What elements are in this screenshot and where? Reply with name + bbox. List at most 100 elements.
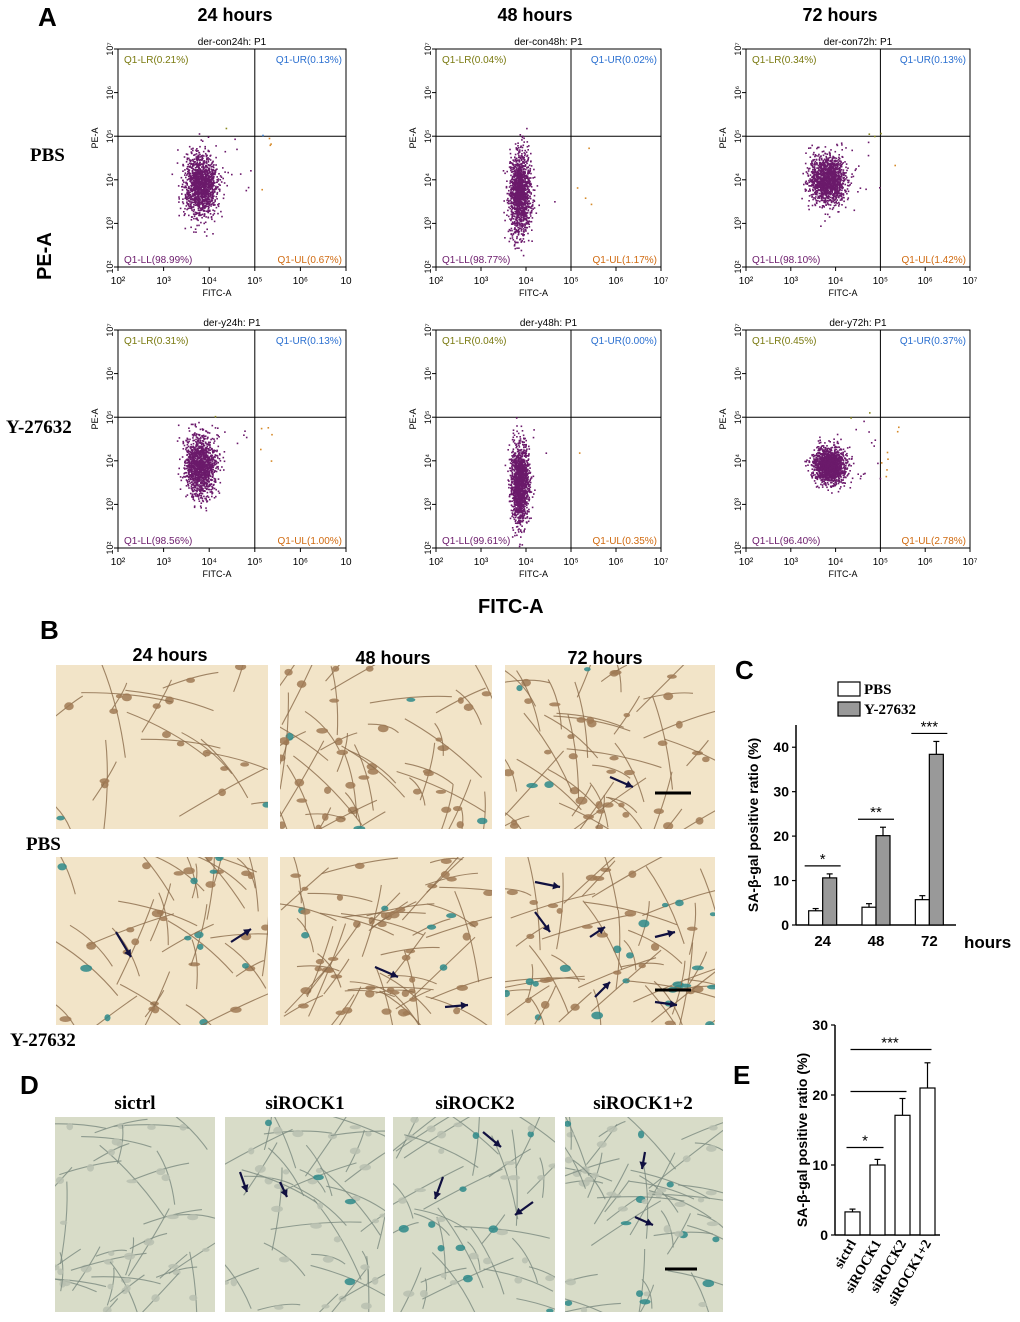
cell-body — [488, 1225, 499, 1233]
cell-body — [543, 976, 554, 982]
x-tick-label: 10⁷ — [963, 557, 978, 568]
y-tick-label: 10⁴ — [105, 173, 115, 187]
cell-body — [439, 964, 448, 971]
b-image-y-24h — [56, 857, 268, 1025]
cell-body — [173, 871, 184, 876]
cell-body — [612, 1193, 622, 1199]
cell-body — [215, 857, 224, 862]
cell-body — [126, 927, 135, 933]
plot-x-axis-title: FITC-A — [203, 288, 232, 298]
b-row-label-y27632: Y-27632 — [10, 1030, 76, 1051]
cell-body — [455, 1244, 466, 1252]
cell-process — [681, 1122, 723, 1141]
cell-body — [526, 933, 535, 939]
cell-body — [623, 769, 635, 776]
cell-process — [596, 795, 605, 829]
cell-body — [545, 1275, 555, 1282]
cell-process — [429, 857, 463, 864]
cell-body — [342, 1007, 353, 1014]
cell-body — [147, 1124, 156, 1130]
c-bar-pbs — [808, 910, 824, 926]
cell-body — [706, 1221, 719, 1227]
x-tick-label: 10³ — [784, 276, 799, 287]
cell-process — [347, 986, 434, 991]
cell-process — [686, 739, 709, 767]
cell-process — [393, 1117, 437, 1152]
x-tick-label: 10² — [739, 557, 754, 568]
cell-process — [140, 738, 221, 749]
cell-body — [691, 750, 703, 756]
cell-process — [593, 1163, 629, 1225]
cell-body — [333, 1236, 342, 1243]
b-image-y-48h — [280, 857, 492, 1025]
d-image-sictrl — [55, 1117, 215, 1312]
cell-process — [330, 666, 339, 736]
x-tick-label: 10³ — [784, 557, 799, 568]
cell-process — [576, 665, 592, 698]
cell-process — [652, 696, 674, 790]
cell-process — [235, 960, 265, 977]
cell-process — [353, 744, 374, 811]
cell-process — [518, 1117, 555, 1143]
cell-body — [666, 1181, 674, 1188]
cell-process — [581, 860, 616, 897]
y-tick-label: 10⁵ — [733, 129, 743, 143]
cell-process — [336, 733, 349, 772]
cell-body — [367, 768, 379, 775]
cell-process — [452, 1117, 499, 1155]
cell-process — [623, 939, 637, 971]
cell-process — [638, 1248, 646, 1312]
cell-process — [409, 777, 426, 806]
event-dots — [176, 415, 273, 512]
cell-process — [566, 748, 662, 769]
cell-body — [698, 1301, 708, 1308]
e-y-tick-label: 30 — [812, 1017, 828, 1033]
event-dots — [502, 127, 593, 257]
cell-process — [425, 872, 478, 886]
flow-plot-2: der-con48h: P1 Q1-LR(0.04%) Q1-UR(0.02%) Q1… — [408, 37, 669, 298]
y-tick-label: 10⁴ — [423, 454, 433, 468]
cell-process — [204, 857, 246, 909]
cell-process — [96, 995, 138, 1025]
cell-body — [453, 1007, 461, 1015]
arrow-head — [552, 881, 560, 890]
e-y-axis-title: SA-β-gal positive ratio (%) — [794, 1053, 810, 1227]
event-dots — [801, 132, 896, 227]
c-y-tick-label: 0 — [781, 917, 789, 933]
b-image-pbs-24h — [56, 665, 268, 829]
arrow-head — [669, 1000, 677, 1008]
cell-body — [565, 1156, 573, 1164]
cell-body — [159, 916, 168, 922]
cell-process — [257, 1303, 301, 1311]
cell-process — [687, 1224, 723, 1240]
cell-process — [360, 1213, 385, 1232]
c-x-tick-label: 72 — [921, 933, 938, 950]
cell-process — [688, 902, 697, 955]
quadrant-ur-label: Q1-UR(0.13%) — [276, 336, 342, 347]
y-tick-label: 10⁶ — [423, 366, 433, 380]
flow-plot-title: der-y48h: P1 — [520, 318, 578, 329]
cell-body — [453, 1122, 463, 1128]
y-tick-label: 10⁶ — [105, 366, 115, 380]
cell-body — [437, 1130, 447, 1139]
cell-process — [155, 1266, 198, 1278]
cell-body — [584, 667, 591, 672]
y-tick-label: 10⁴ — [733, 173, 743, 187]
cell-body — [381, 1008, 392, 1015]
quadrant-lr-label: Q1-UL(2.78%) — [902, 536, 966, 547]
cell-process — [590, 949, 662, 1012]
cell-process — [573, 777, 647, 829]
cell-body — [537, 1175, 546, 1181]
cell-body — [359, 1164, 372, 1171]
y-tick-label: 10² — [105, 541, 115, 554]
cell-body — [107, 1283, 114, 1290]
c-x-tick-label: 24 — [814, 933, 831, 950]
cell-process — [558, 802, 610, 829]
cell-body — [661, 902, 669, 908]
flow-plot-3: der-con72h: P1 Q1-LR(0.34%) Q1-UR(0.13%) Q1… — [718, 37, 978, 298]
panel-e-letter: E — [733, 1060, 751, 1090]
cell-process — [605, 796, 638, 814]
cell-body — [353, 920, 361, 928]
x-tick-label: 10 — [340, 276, 352, 287]
cell-body — [301, 886, 309, 891]
